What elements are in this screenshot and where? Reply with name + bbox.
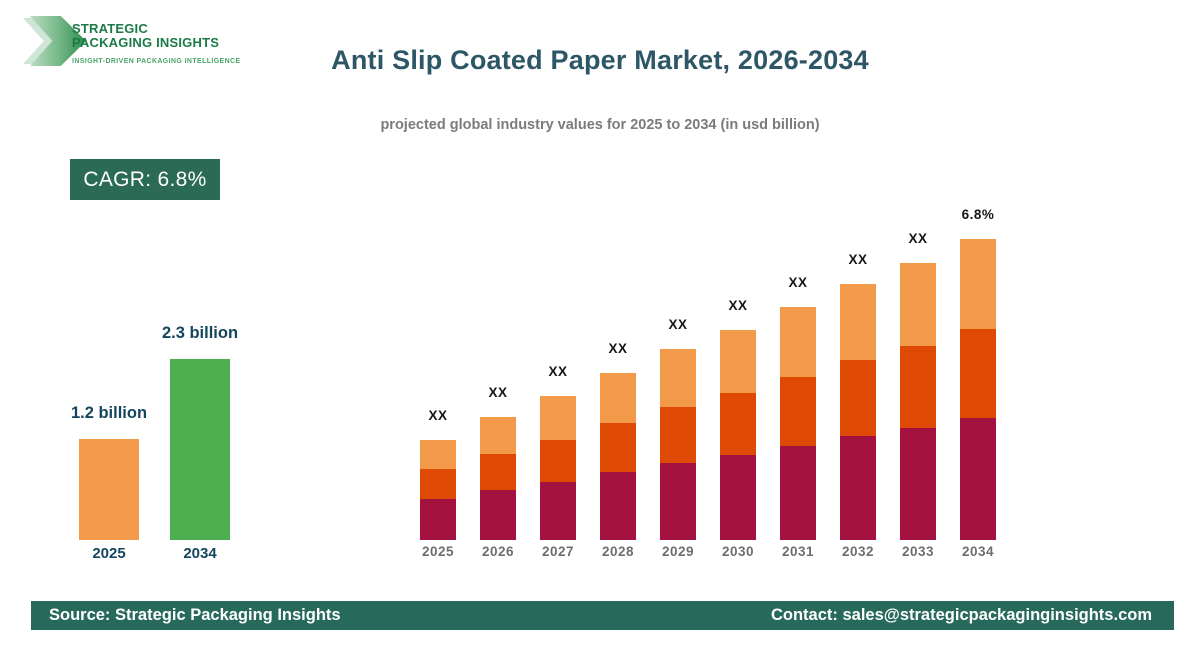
segment-middle-2033: [900, 346, 936, 428]
segment-middle-2029: [660, 407, 696, 463]
bar-column-2033: XX 2033: [900, 231, 936, 559]
page-subtitle: projected global industry values for 202…: [380, 117, 820, 133]
axis-label-2027: 2027: [541, 544, 575, 559]
mini-bar-2025: [79, 439, 139, 540]
bar-stack-2027: [540, 396, 576, 540]
segment-bottom-2029: [660, 463, 696, 540]
segment-top-2031: [780, 307, 816, 377]
axis-label-2033: 2033: [901, 544, 935, 559]
segment-top-2026: [480, 417, 516, 454]
bar-column-2026: XX 2026: [480, 385, 516, 559]
bar-value-label-2030: XX: [728, 298, 748, 313]
bar-column-2034: 6.8% 2034: [960, 207, 996, 559]
bar-stack-2028: [600, 373, 636, 540]
segment-middle-2032: [840, 360, 876, 436]
axis-label-2025: 2025: [421, 544, 455, 559]
mini-bar-value-label: 2.3 billion: [161, 324, 239, 342]
bar-value-label-2027: XX: [548, 364, 568, 379]
bar-stack-2032: [840, 284, 876, 540]
segment-top-2028: [600, 373, 636, 423]
stacked-bar-chart: XX 2025 XX 2026 XX 2027 XX 2028 XX 2029 XX 2030 XX 20…: [420, 0, 996, 559]
axis-label-2026: 2026: [481, 544, 515, 559]
bar-stack-2025: [420, 440, 456, 540]
segment-top-2033: [900, 263, 936, 346]
segment-bottom-2028: [600, 472, 636, 540]
segment-top-2032: [840, 284, 876, 360]
bar-value-label-2029: XX: [668, 317, 688, 332]
bar-column-2030: XX 2030: [720, 298, 756, 559]
segment-middle-2034: [960, 329, 996, 418]
segment-bottom-2030: [720, 455, 756, 540]
segment-top-2034: [960, 239, 996, 329]
axis-label-2034: 2034: [961, 544, 995, 559]
bar-value-label-2031: XX: [788, 275, 808, 290]
bar-stack-2030: [720, 330, 756, 540]
segment-middle-2030: [720, 393, 756, 455]
axis-label-2028: 2028: [601, 544, 635, 559]
axis-label-2030: 2030: [721, 544, 755, 559]
mini-axis-label-2025: 2025: [92, 545, 126, 562]
brand-name-line1: STRATEGIC: [72, 21, 148, 36]
segment-top-2027: [540, 396, 576, 440]
mini-bar-column-2034: 2.3 billion 2034: [162, 324, 238, 562]
brand-name: STRATEGIC PACKAGING INSIGHTS: [72, 22, 219, 50]
brand-logo: STRATEGIC PACKAGING INSIGHTS INSIGHT-DRI…: [23, 12, 290, 78]
cagr-badge: CAGR: 6.8%: [70, 159, 220, 200]
mini-axis-label-2034: 2034: [183, 545, 217, 562]
segment-bottom-2033: [900, 428, 936, 540]
segment-middle-2026: [480, 454, 516, 490]
bar-value-label-2028: XX: [608, 341, 628, 356]
axis-label-2029: 2029: [661, 544, 695, 559]
comparison-bar-chart: 1.2 billion 2025 2.3 billion 2034: [71, 0, 238, 562]
axis-label-2032: 2032: [841, 544, 875, 559]
bar-stack-2034: [960, 239, 996, 540]
bar-column-2029: XX 2029: [660, 317, 696, 559]
segment-top-2029: [660, 349, 696, 407]
segment-bottom-2027: [540, 482, 576, 540]
axis-label-2031: 2031: [781, 544, 815, 559]
footer-source: Source: Strategic Packaging Insights: [49, 606, 341, 624]
bar-column-2032: XX 2032: [840, 252, 876, 559]
mini-bar-2034: [170, 359, 230, 540]
segment-top-2025: [420, 440, 456, 469]
bar-value-label-2033: XX: [908, 231, 928, 246]
bar-value-label-2034: 6.8%: [961, 207, 995, 222]
mini-bar-value-label: 1.2 billion: [70, 404, 148, 422]
segment-bottom-2034: [960, 418, 996, 540]
segment-top-2030: [720, 330, 756, 393]
mini-bar-column-2025: 1.2 billion 2025: [71, 404, 147, 562]
bar-value-label-2026: XX: [488, 385, 508, 400]
bar-stack-2026: [480, 417, 516, 540]
bar-stack-2029: [660, 349, 696, 540]
bar-column-2028: XX 2028: [600, 341, 636, 559]
bar-stack-2033: [900, 263, 936, 540]
segment-middle-2027: [540, 440, 576, 482]
bar-stack-2031: [780, 307, 816, 540]
segment-middle-2031: [780, 377, 816, 446]
bar-column-2027: XX 2027: [540, 364, 576, 559]
segment-middle-2028: [600, 423, 636, 472]
segment-bottom-2025: [420, 499, 456, 540]
chevron-logo-icon: [23, 16, 86, 66]
bar-value-label-2025: XX: [428, 408, 448, 423]
bar-column-2025: XX 2025: [420, 408, 456, 559]
segment-bottom-2031: [780, 446, 816, 540]
bar-column-2031: XX 2031: [780, 275, 816, 559]
bar-value-label-2032: XX: [848, 252, 868, 267]
segment-bottom-2032: [840, 436, 876, 540]
page-title: Anti Slip Coated Paper Market, 2026-2034: [331, 45, 869, 75]
brand-tagline: INSIGHT-DRIVEN PACKAGING INTELLIGENCE: [72, 58, 241, 65]
segment-bottom-2026: [480, 490, 516, 540]
footer-contact: Contact: sales@strategicpackaginginsight…: [770, 606, 1152, 624]
footer-bar: Source: Strategic Packaging Insights Con…: [31, 601, 1174, 630]
segment-middle-2025: [420, 469, 456, 499]
brand-name-line2: PACKAGING INSIGHTS: [72, 35, 220, 50]
